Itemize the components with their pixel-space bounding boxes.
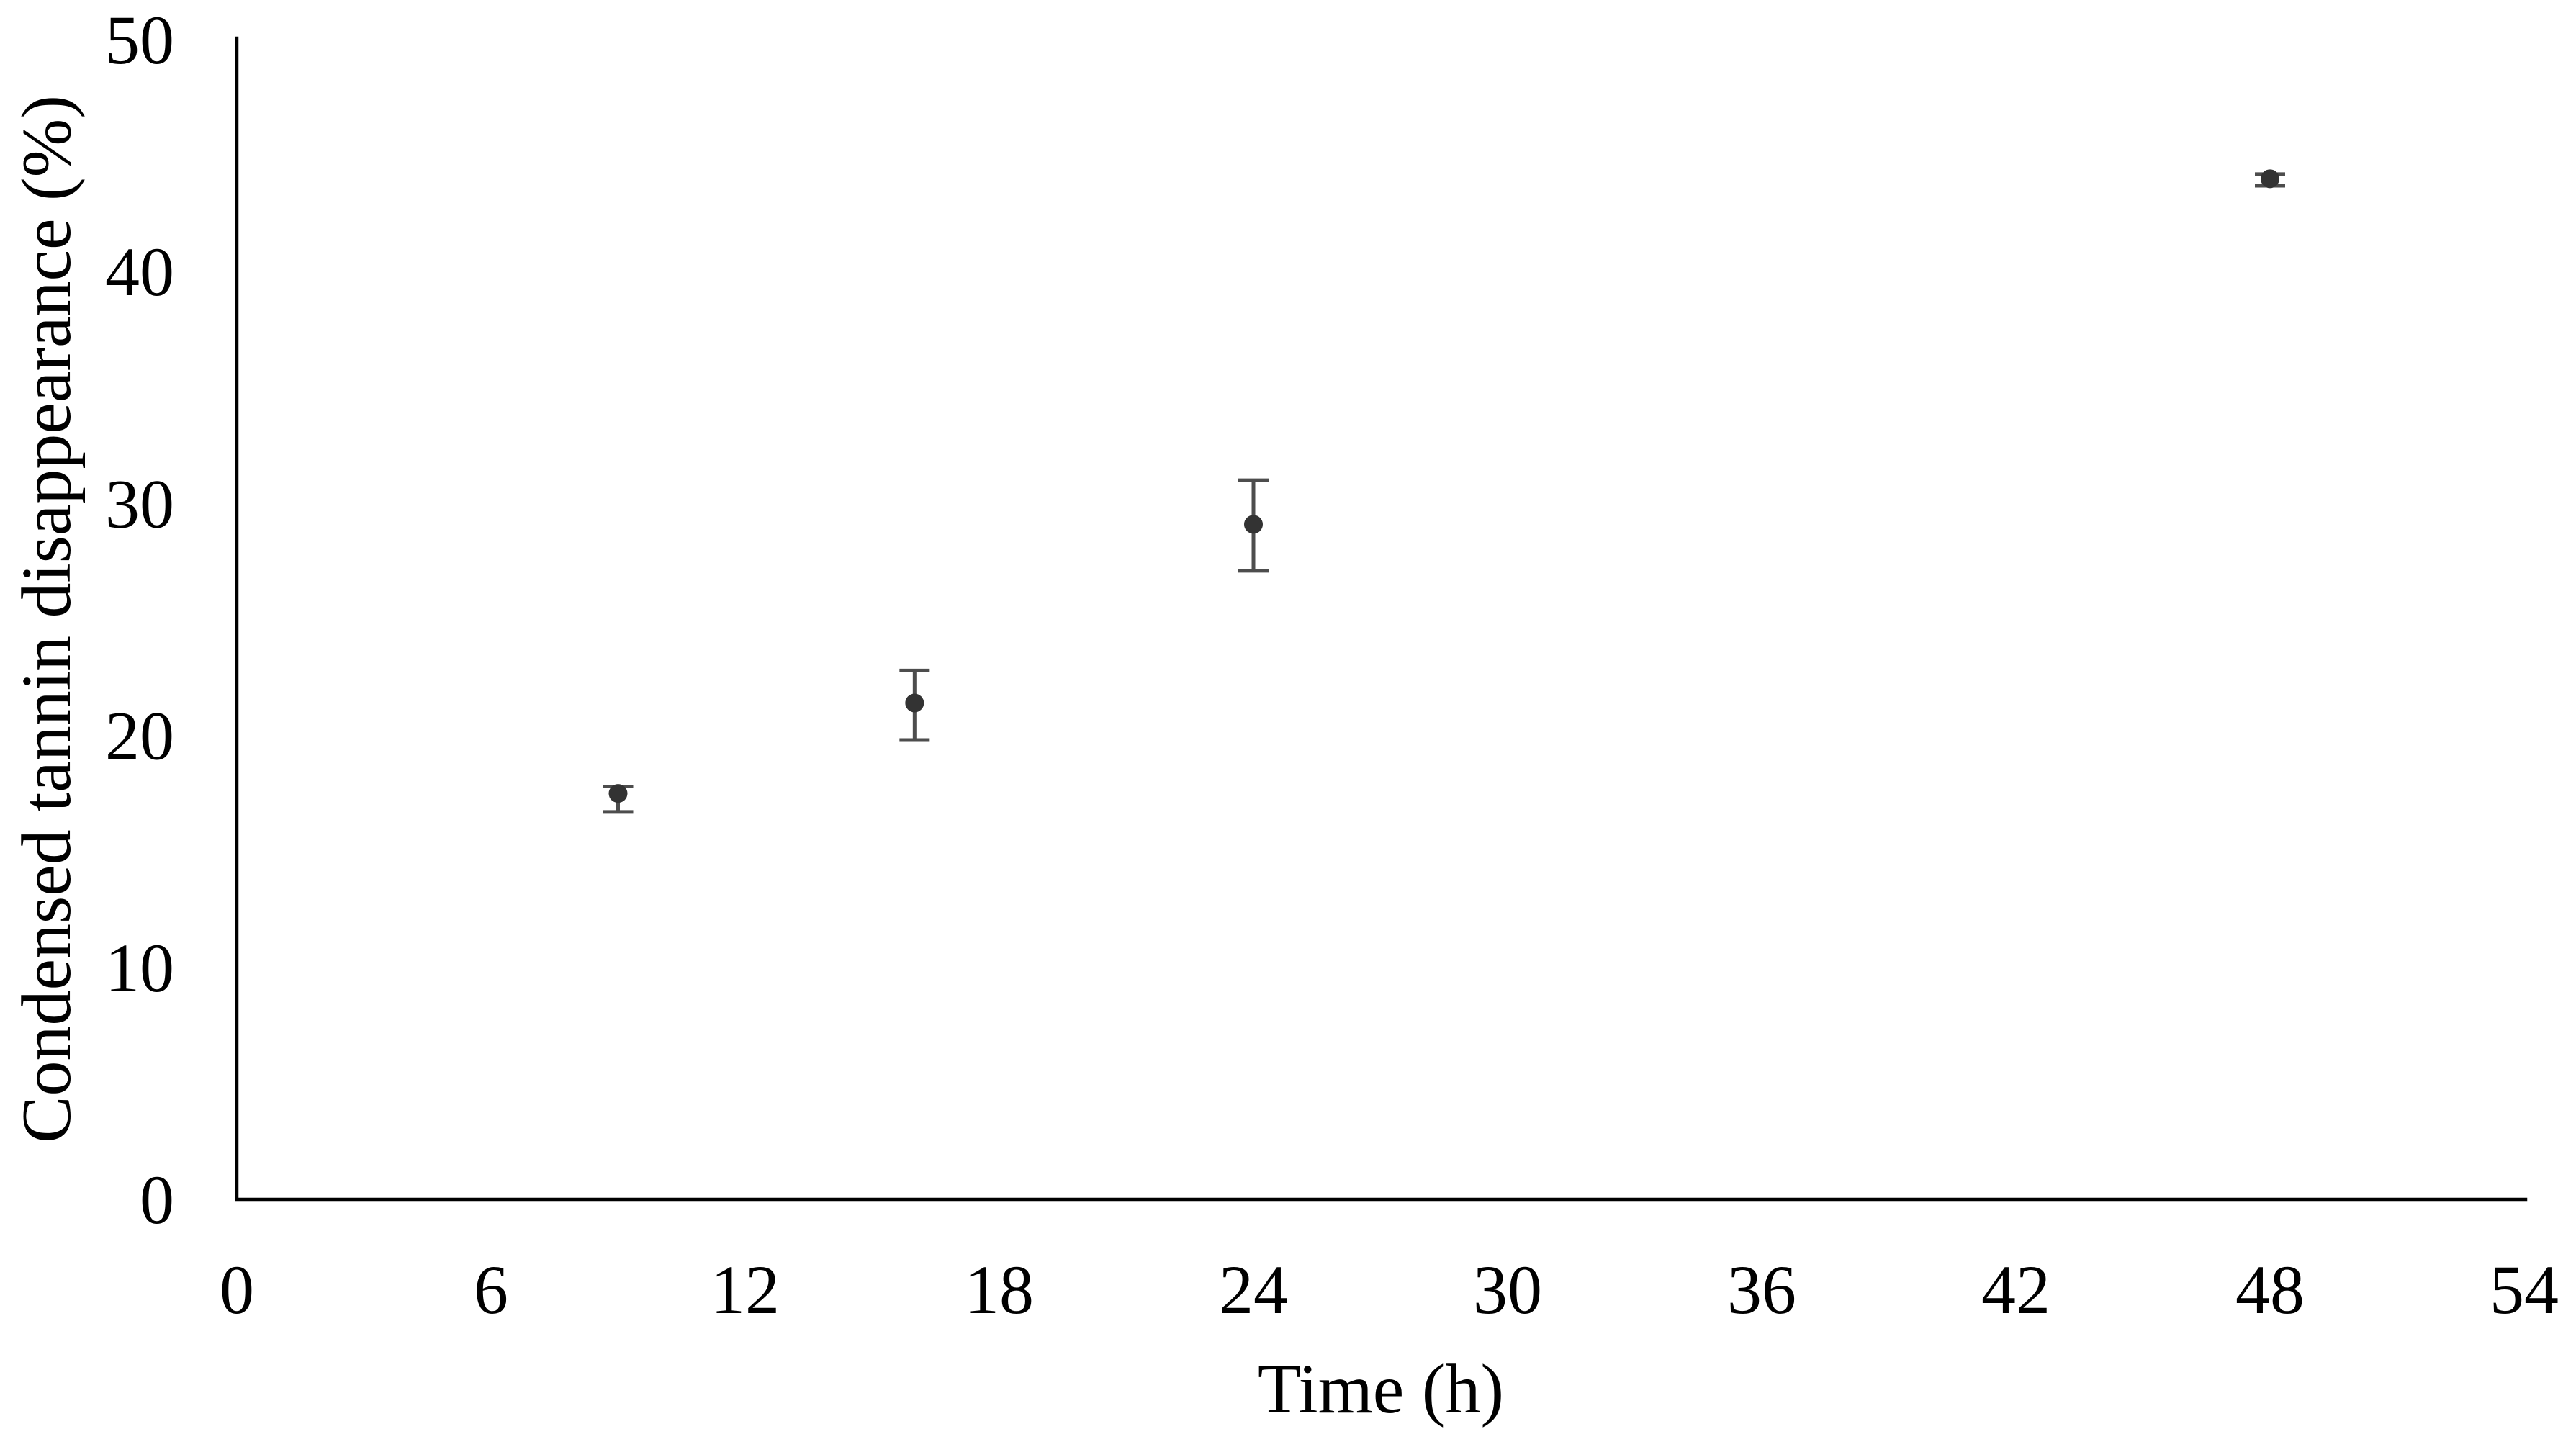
data-point-marker xyxy=(1244,515,1263,534)
data-point xyxy=(2255,169,2285,189)
data-point-marker xyxy=(608,784,628,803)
x-axis-tick-label: 18 xyxy=(965,1251,1034,1328)
y-axis-tick-label: 30 xyxy=(105,465,174,542)
data-point xyxy=(603,784,634,814)
x-axis-tick-label: 48 xyxy=(2235,1251,2305,1328)
y-axis-tick-label: 10 xyxy=(105,929,174,1006)
x-axis-tick-label: 12 xyxy=(711,1251,780,1328)
x-axis-title: Time (h) xyxy=(1258,1351,1504,1428)
y-axis-tick-label: 50 xyxy=(105,1,174,78)
y-axis-tick-label: 40 xyxy=(105,233,174,310)
x-axis-tick-label: 30 xyxy=(1473,1251,1542,1328)
y-axis-tick-label: 20 xyxy=(105,698,174,775)
data-point xyxy=(899,668,930,742)
x-axis-tick-label: 24 xyxy=(1219,1251,1288,1328)
x-axis-tick-label: 54 xyxy=(2490,1251,2559,1328)
data-point xyxy=(1238,478,1269,573)
x-axis-tick-label: 6 xyxy=(474,1251,508,1328)
x-axis-tick-label: 0 xyxy=(220,1251,254,1328)
data-series xyxy=(603,169,2285,814)
x-axis-tick-label: 36 xyxy=(1727,1251,1796,1328)
x-axis-tick-label: 42 xyxy=(1981,1251,2050,1328)
axes-lines xyxy=(235,36,2528,1202)
y-axis-title: Condensed tannin disappearance (%) xyxy=(8,95,86,1143)
y-axis-tick-labels: 0 10 20 30 40 50 xyxy=(105,1,174,1238)
y-axis-tick-label: 0 xyxy=(140,1161,174,1238)
data-point-marker xyxy=(2261,169,2279,189)
x-axis-tick-labels: 0 6 12 18 24 30 36 42 48 54 xyxy=(220,1251,2559,1328)
data-point-marker xyxy=(905,693,924,713)
